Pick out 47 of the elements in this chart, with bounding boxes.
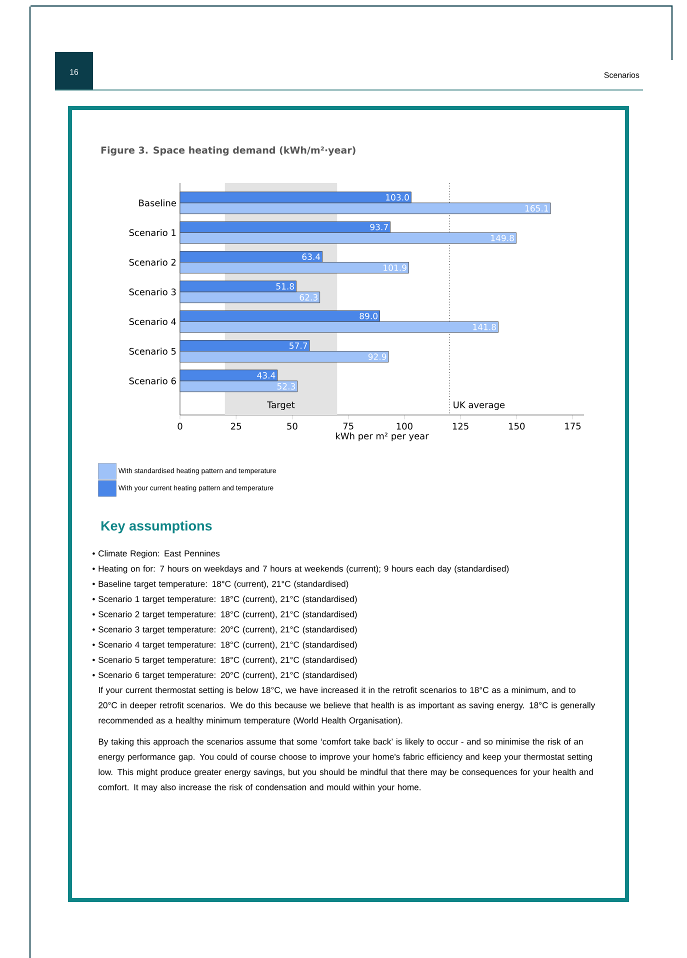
data-label: 63.4 <box>302 254 320 260</box>
text: By taking this approach the scenarios assume that some ‘comfort take back’ is likely to occur - and so minimise the risk of an energy performance gap. You could of course choose to improve your home's fabric efficiency and keep your thermostat setting low. This might produce greater energy savings, but you should be mindful that there may be consequences for your health and comfort. It may also increase the risk of condensation and mould within your home. <box>98 738 593 792</box>
text: • Scenario 4 target temperature: 18°C (current), 21°C (standardised) <box>92 641 357 650</box>
data-label: 165.1 <box>525 205 548 212</box>
text: Scenarios <box>604 72 640 78</box>
y-tick-label: Baseline <box>139 199 176 206</box>
text: • Scenario 5 target temperature: 18°C (current), 21°C (standardised) <box>92 656 357 665</box>
y-tick-label: Scenario 3 <box>129 288 176 296</box>
data-label: 51.8 <box>276 283 294 290</box>
x-tick-label: 75 <box>343 422 354 430</box>
text: • Scenario 3 target temperature: 20°C (current), 21°C (standardised) <box>92 626 357 634</box>
band-label: Target <box>267 402 295 410</box>
y-tick-label: Scenario 1 <box>129 229 176 236</box>
chart-title: Figure 3. Space heating demand (kWh/m²·year) <box>101 146 356 156</box>
text: 16 <box>70 69 78 75</box>
y-tick-label: Scenario 6 <box>129 377 176 384</box>
data-label: 52.3 <box>277 383 295 390</box>
text: Key assumptions <box>101 520 212 534</box>
x-tick-label: 150 <box>509 422 525 430</box>
text: • Scenario 1 target temperature: 18°C (current), 21°C (standardised) <box>92 596 357 604</box>
text: • Scenario 2 target temperature: 18°C (current), 21°C (standardised) <box>92 610 357 620</box>
x-tick-label: 0 <box>178 422 182 430</box>
text: • Baseline target temperature: 18°C (current), 21°C (standardised) <box>92 580 348 589</box>
x-tick-label: 25 <box>231 422 242 430</box>
data-label: 92.9 <box>368 353 386 360</box>
x-axis-title: kWh per m² per year <box>336 432 429 442</box>
y-tick-label: Scenario 4 <box>129 318 176 326</box>
data-label: 103.0 <box>386 194 409 201</box>
text: If your current thermostat setting is below 18°C, we have increased it in the retrofit scenarios to 18°C as a minimum, and to 20°C in deeper retrofit scenarios. We do this because we believe that health is as important as saving energy. 18°C is generally recommended as a healthy minimum temperature (World Health Organisation). <box>98 686 596 726</box>
x-tick-label: 100 <box>396 422 412 430</box>
x-tick-label: 125 <box>452 422 468 430</box>
ref-line-label: UK average <box>454 402 505 410</box>
data-label: 141.8 <box>473 324 496 330</box>
y-tick-label: Scenario 5 <box>129 348 176 355</box>
data-label: 101.9 <box>384 264 406 271</box>
text: • Heating on for: 7 hours on weekdays and 7 hours at weekends (current); 9 hours each day (standardised) <box>92 565 509 574</box>
x-tick-label: 50 <box>287 422 298 430</box>
data-label: 89.0 <box>360 312 378 320</box>
data-label: 43.4 <box>257 372 276 379</box>
x-tick-label: 175 <box>565 422 581 430</box>
text: • Scenario 6 target temperature: 20°C (current), 21°C (standardised) <box>92 672 357 680</box>
y-tick-label: Scenario 2 <box>129 258 176 266</box>
data-label: 93.7 <box>370 224 388 230</box>
data-label: 62.3 <box>300 294 318 301</box>
data-label: 57.7 <box>290 342 308 349</box>
data-label: 149.8 <box>491 234 514 242</box>
text: • Climate Region: East Pennines <box>92 550 220 558</box>
